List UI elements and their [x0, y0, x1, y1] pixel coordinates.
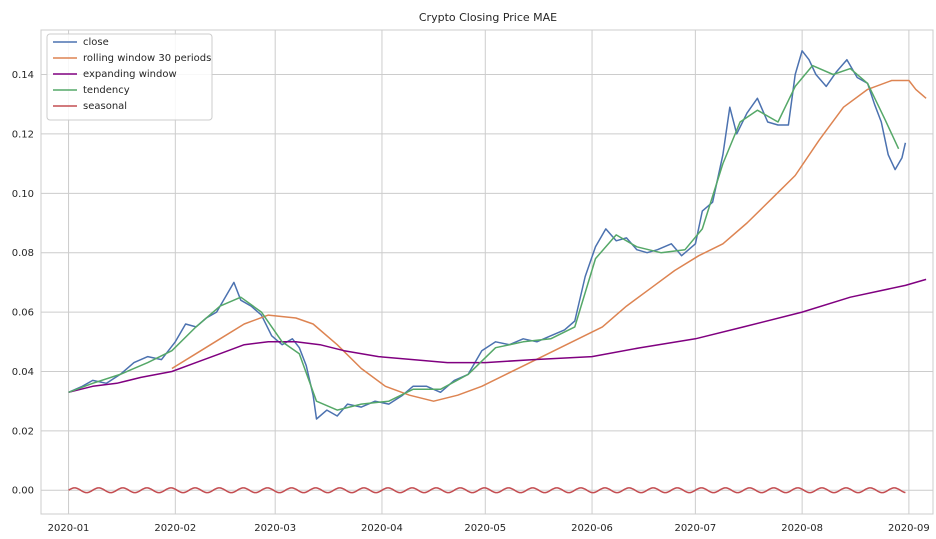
y-tick-label: 0.08 — [12, 248, 34, 259]
y-tick-label: 0.14 — [12, 70, 34, 81]
y-tick-label: 0.00 — [12, 486, 34, 497]
x-tick-label: 2020-01 — [48, 523, 90, 534]
x-tick-label: 2020-05 — [464, 523, 506, 534]
series-line-rolling-window-30-periods — [171, 79, 927, 402]
y-tick-label: 0.02 — [12, 426, 34, 437]
legend: close rolling window 30 periods expanding … — [46, 33, 213, 121]
x-tick-label: 2020-06 — [571, 523, 613, 534]
y-tick-label: 0.10 — [12, 189, 34, 200]
x-tick-label: 2020-04 — [361, 523, 403, 534]
plot-frame — [40, 29, 934, 515]
x-tick-label: 2020-07 — [674, 523, 716, 534]
legend-box — [46, 33, 213, 121]
series-line-seasonal — [68, 487, 906, 494]
x-tick-label: 2020-03 — [254, 523, 296, 534]
series-line-close — [68, 50, 907, 420]
legend-label: close — [83, 37, 109, 48]
legend-label: seasonal — [83, 101, 127, 112]
legend-label: tendency — [83, 85, 130, 96]
ticks: 0.00 0.02 0.04 0.06 0.08 0.10 0.12 0.14 2020-01 2… — [12, 70, 930, 534]
x-tick-label: 2020-02 — [154, 523, 196, 534]
x-tick-label: 2020-08 — [781, 523, 823, 534]
legend-label: expanding window — [83, 69, 177, 80]
y-tick-label: 0.04 — [12, 367, 34, 378]
chart-title: Crypto Closing Price MAE — [419, 11, 557, 24]
y-tick-label: 0.06 — [12, 308, 34, 319]
y-tick-label: 0.12 — [12, 129, 34, 140]
legend-label: rolling window 30 periods — [83, 53, 211, 64]
x-tick-label: 2020-09 — [888, 523, 930, 534]
series-layer — [68, 50, 927, 494]
series-line-tendency — [68, 64, 900, 411]
series-line-expanding-window — [68, 278, 927, 394]
